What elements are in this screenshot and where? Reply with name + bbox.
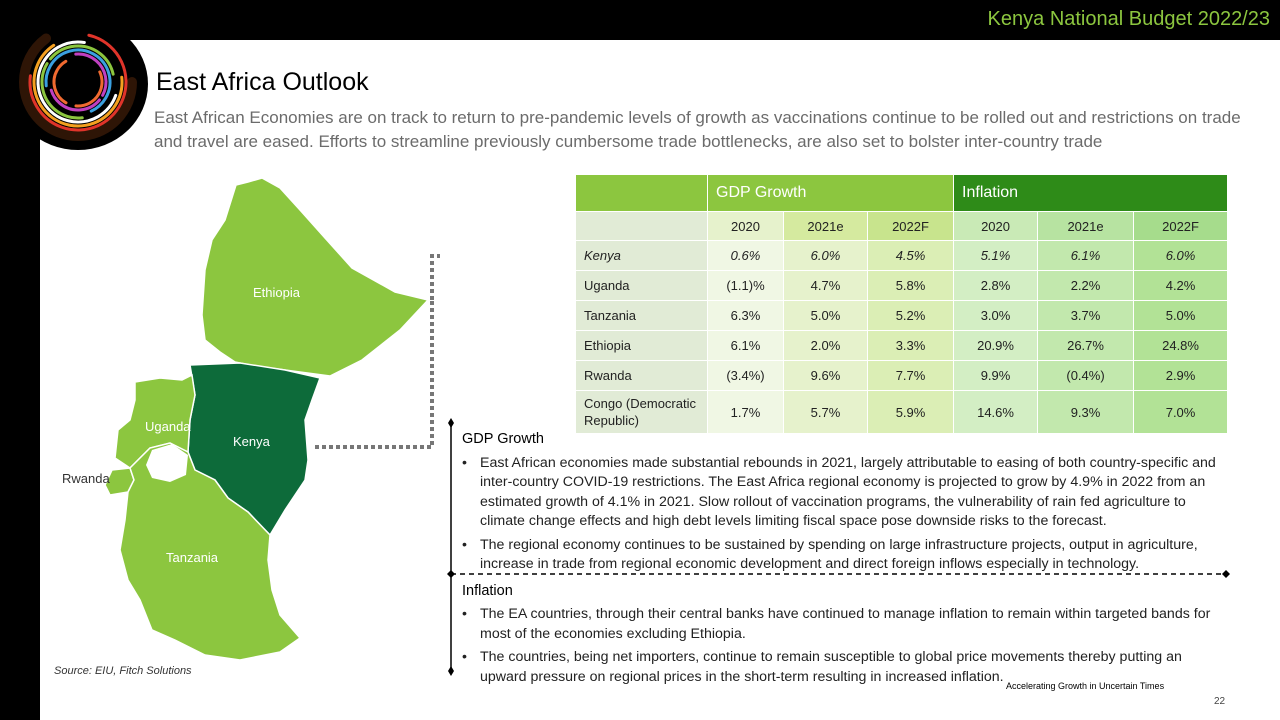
inflation-heading: Inflation	[462, 582, 513, 599]
table-row: Rwanda (3.4%) 9.6% 7.7% 9.9% (0.4%) 2.9%	[575, 360, 1229, 391]
year-corner	[575, 211, 708, 241]
table-row: Kenya 0.6% 6.0% 4.5% 5.1% 6.1% 6.0%	[575, 240, 1229, 271]
value-cell: (0.4%)	[1037, 360, 1135, 391]
value-cell: 3.0%	[953, 300, 1039, 331]
ethiopia-connector	[430, 254, 440, 300]
gdp-growth-header: GDP Growth	[706, 174, 955, 212]
table-year-header: 2020 2021e 2022F 2020 2021e 2022F	[575, 211, 1229, 241]
year-header: 2021e	[783, 211, 868, 241]
value-cell: 6.0%	[1133, 240, 1229, 271]
page-number: 22	[1214, 696, 1226, 707]
year-header: 2021e	[1037, 211, 1135, 241]
year-header: 2022F	[866, 211, 955, 241]
year-header: 2020	[707, 211, 784, 241]
value-cell: 2.9%	[1133, 360, 1229, 391]
intro-text: East African Economies are on track to r…	[154, 108, 1241, 151]
header-title: Kenya National Budget 2022/23	[987, 8, 1270, 30]
value-cell: 9.3%	[1037, 390, 1135, 434]
country-cell: Rwanda	[575, 360, 708, 391]
country-cell: Kenya	[575, 240, 708, 271]
tanzania-region	[119, 442, 302, 661]
list-item: The EA countries, through their central …	[462, 605, 1232, 644]
list-item: The countries, being net importers, cont…	[462, 648, 1232, 687]
top-bar	[0, 0, 1280, 40]
value-cell: 2.2%	[1037, 270, 1135, 301]
value-cell: 0.6%	[707, 240, 784, 271]
inflation-header: Inflation	[953, 174, 1229, 212]
value-cell: 5.8%	[866, 270, 955, 301]
value-cell: 6.1%	[707, 330, 784, 361]
page-title: East Africa Outlook	[156, 68, 369, 96]
country-cell: Uganda	[575, 270, 708, 301]
value-cell: 3.3%	[866, 330, 955, 361]
value-cell: 3.7%	[1037, 300, 1135, 331]
value-cell: 2.0%	[783, 330, 868, 361]
value-cell: 4.5%	[866, 240, 955, 271]
table-row: Uganda (1.1)% 4.7% 5.8% 2.8% 2.2% 4.2%	[575, 270, 1229, 301]
value-cell: 20.9%	[953, 330, 1039, 361]
value-cell: 7.0%	[1133, 390, 1229, 434]
value-cell: 4.7%	[783, 270, 868, 301]
value-cell: 1.7%	[707, 390, 784, 434]
value-cell: 6.1%	[1037, 240, 1135, 271]
value-cell: 6.0%	[783, 240, 868, 271]
tanzania-label: Tanzania	[166, 550, 219, 565]
gdp-bullets: East African economies made substantial …	[462, 454, 1232, 575]
value-cell: 5.2%	[866, 300, 955, 331]
footer-tagline: Accelerating Growth in Uncertain Times	[1006, 681, 1165, 691]
country-cell: Tanzania	[575, 300, 708, 331]
value-cell: 2.8%	[953, 270, 1039, 301]
source-note: Source: EIU, Fitch Solutions	[54, 665, 192, 677]
value-cell: 9.6%	[783, 360, 868, 391]
list-item: East African economies made substantial …	[462, 454, 1232, 532]
kenya-label: Kenya	[233, 434, 270, 449]
value-cell: (3.4%)	[707, 360, 784, 391]
table-group-header: GDP Growth Inflation	[575, 174, 1229, 212]
gdp-inflation-table: GDP Growth Inflation 2020 2021e 2022F 20…	[575, 174, 1229, 434]
value-cell: 24.8%	[1133, 330, 1229, 361]
ethiopia-label: Ethiopia	[253, 285, 300, 300]
country-cell: Congo (Democratic Republic)	[575, 390, 708, 434]
ethiopia-region	[201, 177, 430, 377]
year-header: 2020	[953, 211, 1039, 241]
table-corner	[575, 174, 708, 212]
value-cell: 14.6%	[953, 390, 1039, 434]
swirl-logo	[8, 18, 148, 150]
table-row: Ethiopia 6.1% 2.0% 3.3% 20.9% 26.7% 24.8…	[575, 330, 1229, 361]
kenya-connector	[315, 300, 434, 449]
uganda-label: Uganda	[145, 419, 191, 434]
value-cell: 5.1%	[953, 240, 1039, 271]
value-cell: 6.3%	[707, 300, 784, 331]
list-item: The regional economy continues to be sus…	[462, 536, 1232, 575]
value-cell: 5.0%	[1133, 300, 1229, 331]
table-row: Tanzania 6.3% 5.0% 5.2% 3.0% 3.7% 5.0%	[575, 300, 1229, 331]
value-cell: (1.1)%	[707, 270, 784, 301]
east-africa-map	[104, 177, 440, 661]
inflation-bullets: The EA countries, through their central …	[462, 605, 1232, 687]
commentary: GDP Growth East African economies made s…	[462, 430, 1232, 691]
value-cell: 5.0%	[783, 300, 868, 331]
gdp-growth-heading: GDP Growth	[462, 431, 544, 447]
value-cell: 5.9%	[866, 390, 955, 434]
value-cell: 7.7%	[866, 360, 955, 391]
table-row: Congo (Democratic Republic) 1.7% 5.7% 5.…	[575, 390, 1229, 434]
value-cell: 26.7%	[1037, 330, 1135, 361]
value-cell: 4.2%	[1133, 270, 1229, 301]
lake-victoria	[146, 444, 188, 482]
year-header: 2022F	[1133, 211, 1229, 241]
country-cell: Ethiopia	[575, 330, 708, 361]
rwanda-label: Rwanda	[62, 471, 110, 486]
value-cell: 9.9%	[953, 360, 1039, 391]
